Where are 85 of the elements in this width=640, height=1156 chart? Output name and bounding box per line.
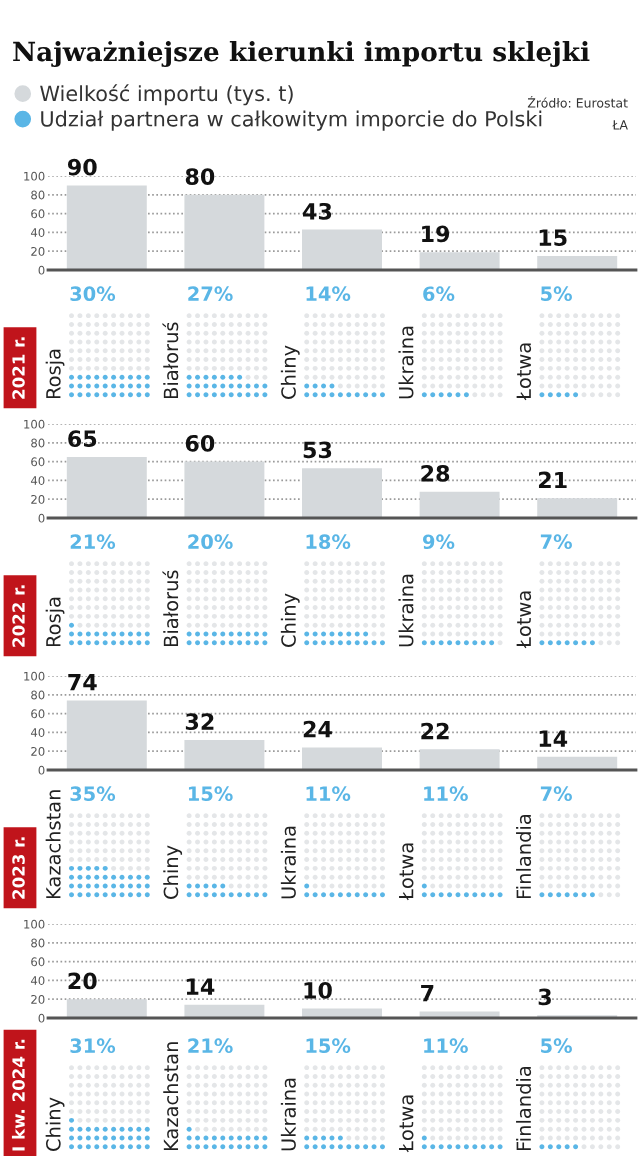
category-label: Chiny <box>45 1097 65 1151</box>
data-label: 27% <box>188 286 233 302</box>
bar <box>66 185 147 270</box>
bar <box>419 491 500 518</box>
bar <box>184 461 265 518</box>
category-label: Łotwa <box>399 843 414 901</box>
category-label: Kazachstan <box>163 1042 179 1151</box>
data-label: 7% <box>540 534 572 550</box>
category-label: Białoruś <box>162 322 179 399</box>
bar <box>184 739 265 770</box>
category-label: Finlandia <box>516 814 532 899</box>
data-label: 3 <box>538 988 551 1006</box>
category-label: Chiny <box>163 845 183 899</box>
data-label: 35% <box>70 786 116 802</box>
bar <box>66 700 147 770</box>
data-label: 9% <box>422 534 455 550</box>
text: 2021 r. <box>12 337 25 399</box>
data-label: 22 <box>421 722 449 740</box>
text: I kw. 2024 r. <box>11 1039 25 1151</box>
bar <box>184 1004 265 1018</box>
data-label: 24 <box>303 720 332 738</box>
category-label: Finlandia <box>516 1066 532 1151</box>
data-label: 11% <box>424 786 468 802</box>
data-label: 14% <box>306 286 351 302</box>
data-label: 43 <box>303 202 332 220</box>
category-label: Łotwa <box>516 591 532 649</box>
category-label: Kazachstan <box>45 790 61 899</box>
data-label: 28 <box>421 465 450 482</box>
data-label: 19 <box>422 225 450 243</box>
category-label: Rosja <box>45 597 65 647</box>
data-label: 7 <box>421 985 434 1002</box>
bar <box>537 756 618 770</box>
data-label: 60 <box>185 434 215 452</box>
data-label: 20 <box>68 972 97 990</box>
bar <box>302 468 382 518</box>
data-label: 53 <box>303 441 332 459</box>
data-label: 5% <box>541 286 572 302</box>
data-label: 7% <box>540 786 572 802</box>
bar <box>419 1011 500 1018</box>
data-label: 15% <box>306 1038 351 1054</box>
category-label: Chiny <box>280 593 300 647</box>
data-label: 6% <box>423 286 455 302</box>
data-label: 90 <box>67 158 97 176</box>
category-label: Łotwa <box>399 1095 414 1153</box>
data-label: 80 <box>185 168 215 185</box>
bar <box>66 999 147 1018</box>
category-label: Białoruś <box>162 570 179 647</box>
legend-label: Wielkość importu (tys. t) <box>40 84 293 106</box>
data-label: 21 <box>538 471 567 489</box>
data-label: 11% <box>424 1038 468 1054</box>
bar <box>537 498 618 518</box>
data-label: 18% <box>306 534 351 550</box>
category-label: Ukraina <box>280 826 296 899</box>
data-label: 21% <box>70 534 116 550</box>
data-label: 14 <box>539 730 568 747</box>
category-label: Ukraina <box>280 1078 296 1151</box>
data-label: 32 <box>185 713 214 731</box>
category-label: Rosja <box>45 349 65 399</box>
bar <box>302 229 382 270</box>
data-label: 20% <box>188 534 233 550</box>
bar <box>66 456 147 518</box>
text: 2023 r. <box>12 837 25 899</box>
bar <box>184 194 265 270</box>
bar <box>537 255 618 270</box>
text: 2022 r. <box>12 585 25 647</box>
legend-label: Udział partnera w całkowitym imporcie do Polski <box>41 110 542 131</box>
category-label: Ukraina <box>398 574 414 647</box>
data-label: 5% <box>541 1038 572 1054</box>
data-label: 21% <box>188 1038 233 1054</box>
bar <box>419 749 500 770</box>
data-label: 14 <box>186 978 215 995</box>
data-label: 31% <box>70 1038 116 1054</box>
category-label: Chiny <box>280 345 300 399</box>
data-label: 11% <box>306 786 351 802</box>
data-label: 74 <box>68 674 97 691</box>
category-label: Ukraina <box>398 326 414 399</box>
data-label: 65 <box>68 430 97 448</box>
bar <box>302 747 382 770</box>
data-label: 15 <box>539 229 567 247</box>
data-label: 30% <box>70 286 116 302</box>
category-label: Łotwa <box>516 343 532 401</box>
bar <box>419 252 500 270</box>
data-label: 10 <box>304 981 332 999</box>
chart-title: Najważniejsze kierunki importu sklejki <box>13 41 590 67</box>
data-label: 15% <box>188 786 233 802</box>
